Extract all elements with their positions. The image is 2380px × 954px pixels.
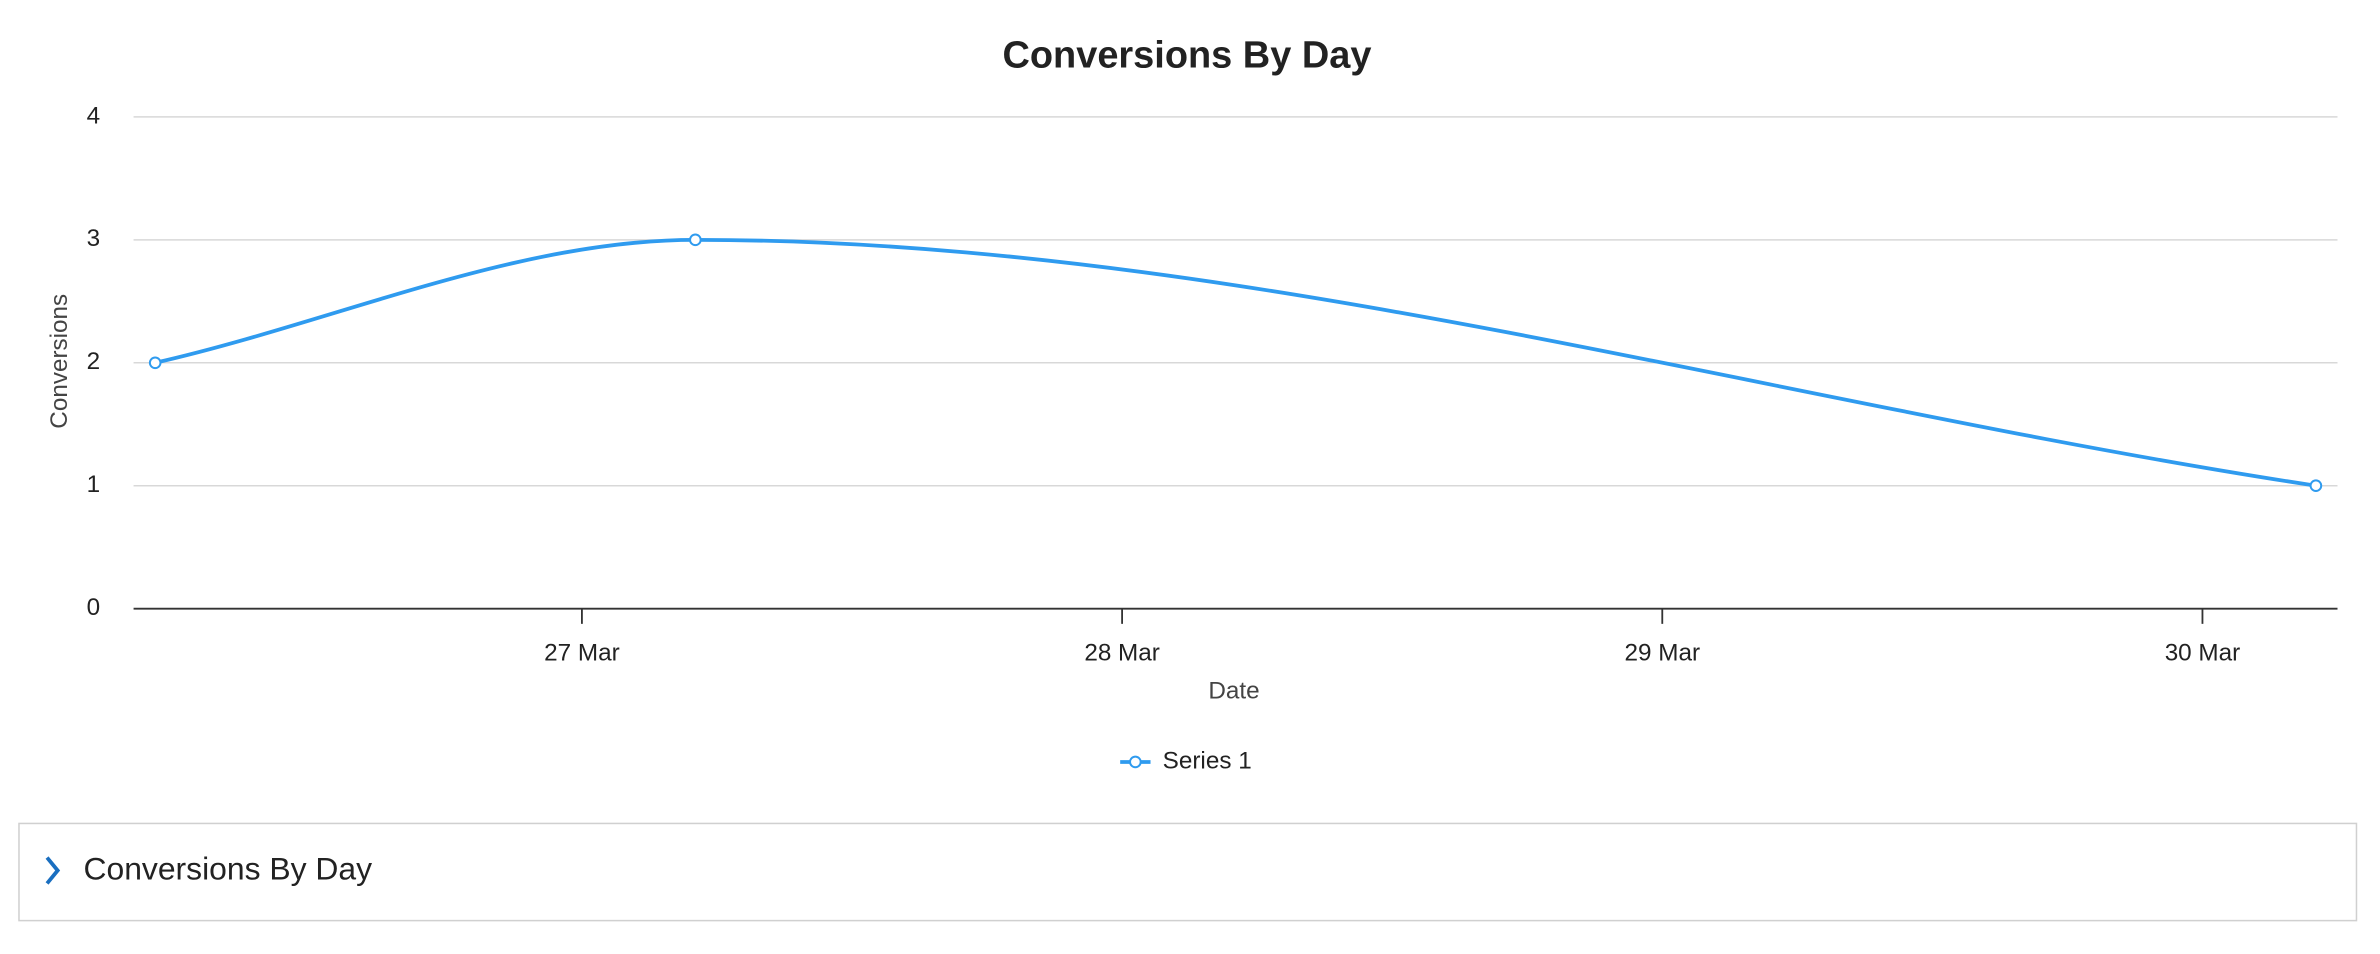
x-axis-label: Date xyxy=(1208,678,1259,705)
legend-label: Series 1 xyxy=(1163,747,1252,774)
y-axis-label: Conversions xyxy=(46,294,73,429)
collapsible-panel[interactable]: Conversions By Day xyxy=(18,822,2358,922)
x-tick-label: 28 Mar xyxy=(1084,640,1160,667)
panel-title[interactable]: Conversions By Day xyxy=(83,851,372,887)
panel-box xyxy=(18,822,2358,922)
data-point xyxy=(148,356,162,370)
chart-title: Conversions By Day xyxy=(1002,35,1371,77)
y-tick-label: 1 xyxy=(87,471,101,498)
x-tick-label: 30 Mar xyxy=(2165,640,2241,667)
x-tick-label: 29 Mar xyxy=(1625,640,1701,667)
y-tick-label: 3 xyxy=(87,225,101,252)
legend-marker xyxy=(1129,755,1142,769)
x-tick-label: 27 Mar xyxy=(544,640,620,667)
y-tick-label: 0 xyxy=(87,594,101,621)
data-point xyxy=(2309,479,2323,493)
data-point xyxy=(689,233,702,247)
y-tick-label: 2 xyxy=(87,348,101,375)
series-line xyxy=(154,237,2317,488)
chevron-icon[interactable] xyxy=(45,856,61,885)
y-tick-label: 4 xyxy=(87,102,101,129)
